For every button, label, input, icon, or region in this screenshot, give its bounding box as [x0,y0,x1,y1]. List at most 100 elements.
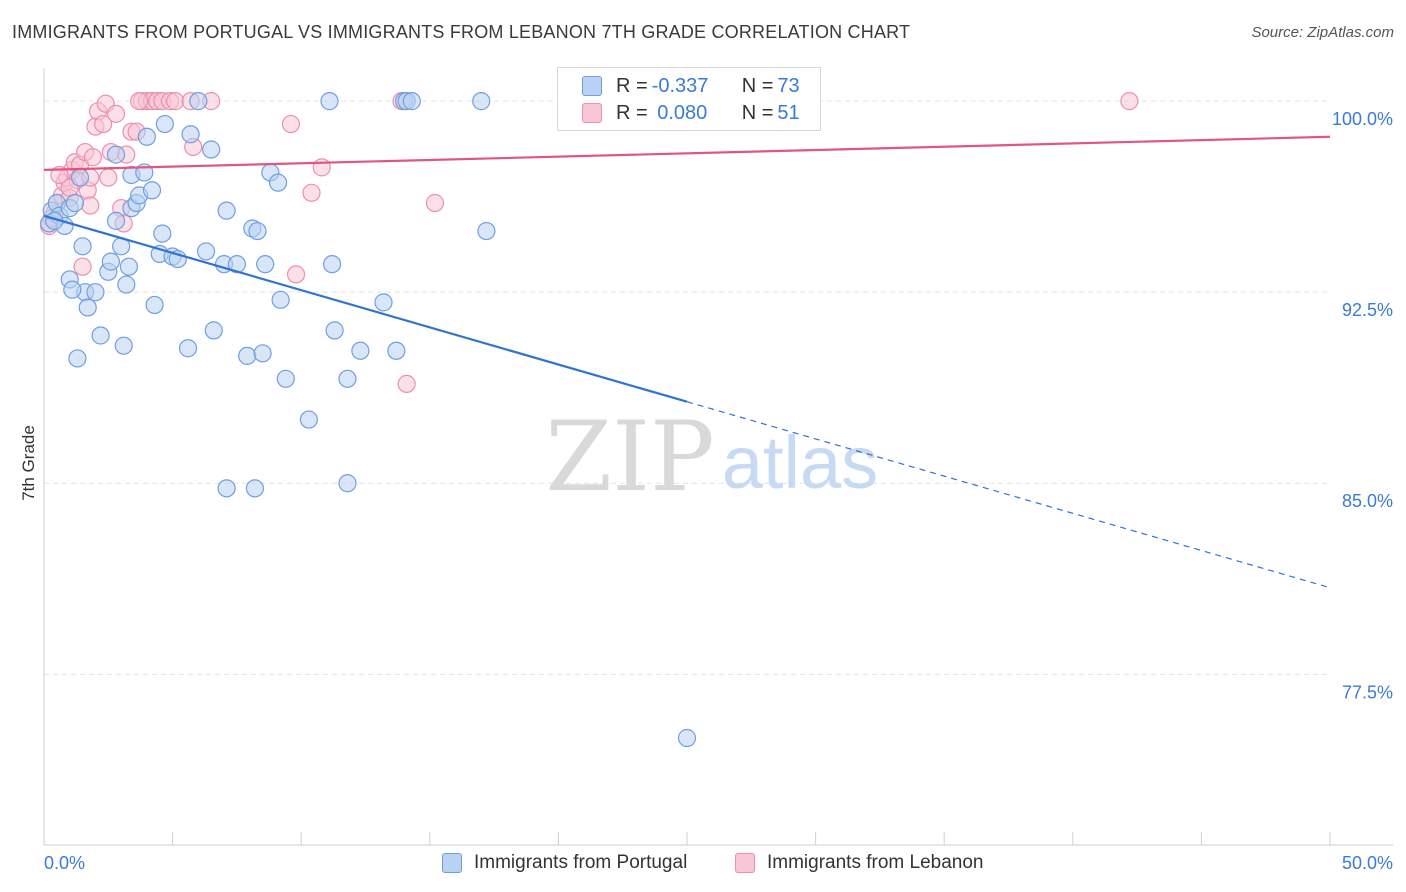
stats-legend: R = -0.337 N = 73 R = 0.080 N = 51 [557,67,821,131]
data-point-portugal [299,410,319,429]
trend-line-portugal-extension [686,401,1331,589]
data-point-lebanon [83,148,102,167]
data-point-portugal [256,255,275,274]
legend-item-portugal: Immigrants from Portugal [442,852,687,874]
data-point-portugal [204,321,223,340]
data-point-portugal [217,201,236,220]
data-point-portugal [351,341,370,360]
y-tick-label: 100.0% [1332,109,1393,129]
data-point-portugal [238,346,257,365]
data-point-lebanon [302,183,321,202]
legend-swatch-lebanon [582,103,602,123]
axes [43,68,1393,846]
data-point-portugal [325,321,344,340]
watermark-atlas: atlas [722,421,878,504]
y-tick-labels: 77.5% 85.0% 92.5% 100.0% [1332,109,1393,702]
legend-item-lebanon: Immigrants from Lebanon [735,852,984,874]
data-point-portugal [338,369,357,388]
data-point-portugal [196,242,216,261]
legend-r-value: -0.337 [651,74,709,97]
data-point-lebanon [397,374,416,393]
data-point-portugal [78,298,97,317]
data-point-lebanon [94,114,113,134]
x-tick-min: 0.0% [44,853,85,873]
trend-line-lebanon [43,135,1331,172]
data-point-portugal [276,369,295,388]
data-point-portugal [106,145,126,164]
data-point-portugal [117,275,136,294]
data-point-lebanon [166,92,185,111]
data-point-lebanon [130,92,149,111]
data-point-portugal [677,728,697,748]
legend-n-label: N = [741,101,774,124]
data-point-portugal [374,293,393,312]
legend-r-label: R = [616,101,648,124]
legend-n-value: 73 [777,74,800,97]
gridlines [44,100,1330,675]
legend-swatch-portugal [442,853,462,873]
data-point-lebanon [286,265,306,284]
data-point-portugal [268,173,288,192]
legend-r-label: R = [616,74,648,97]
series-portugal [40,92,697,748]
legend-r-value: 0.080 [651,101,708,124]
data-point-portugal [91,326,110,345]
data-point-portugal [253,344,272,363]
legend-label-portugal: Immigrants from Portugal [474,852,688,873]
data-point-lebanon [312,158,331,177]
data-point-lebanon [81,196,100,215]
chart-title: IMMIGRANTS FROM PORTUGAL VS IMMIGRANTS F… [12,22,911,42]
legend-row-lebanon: R = 0.080 N = 51 [582,100,800,126]
data-point-portugal [320,92,339,111]
data-point-lebanon [281,114,301,134]
data-point-lebanon [50,165,69,185]
data-point-portugal [65,193,84,213]
source-label: Source: ZipAtlas.com [1251,24,1394,41]
data-point-portugal [189,92,208,111]
data-point-portugal [137,127,156,146]
data-point-portugal [153,224,172,243]
data-point-portugal [181,125,200,144]
x-tick-max: 50.0% [1342,853,1393,873]
data-point-portugal [114,336,133,355]
data-point-lebanon [99,168,118,187]
watermark-zip: ZIP [545,401,714,513]
data-point-lebanon [106,104,126,123]
data-point-portugal [248,221,267,241]
y-tick-label: 92.5% [1342,300,1393,320]
data-point-portugal [387,341,406,360]
data-point-lebanon [1120,92,1139,111]
data-point-portugal [63,280,82,299]
data-point-portugal [202,140,221,159]
data-point-portugal [477,221,496,241]
trend-lines [43,135,1331,589]
data-point-portugal [142,181,162,200]
data-point-portugal [101,252,120,271]
y-tick-label: 77.5% [1342,682,1393,702]
data-point-portugal [155,114,174,134]
data-point-portugal [119,257,138,276]
trend-line-portugal [43,214,688,403]
legend-swatch-portugal [582,76,602,96]
data-point-portugal [106,211,126,230]
data-point-lebanon [73,257,92,276]
data-point-portugal [86,283,105,302]
data-point-portugal [145,295,164,315]
data-point-portugal [245,479,265,498]
data-point-lebanon [425,193,445,213]
data-point-portugal [402,92,421,111]
data-point-portugal [178,339,198,358]
data-point-portugal [271,290,290,309]
legend-row-portugal: R = -0.337 N = 73 [582,73,800,99]
legend-swatch-lebanon [735,853,755,873]
legend-n-label: N = [741,74,774,97]
data-point-portugal [338,474,357,493]
y-tick-label: 85.0% [1342,491,1393,511]
data-point-portugal [322,255,342,274]
data-point-portugal [70,168,90,187]
legend-label-lebanon: Immigrants from Lebanon [767,852,984,873]
data-point-portugal [217,479,236,498]
series-legend: Immigrants from Portugal Immigrants from… [0,852,1406,878]
legend-n-value: 51 [777,101,800,124]
